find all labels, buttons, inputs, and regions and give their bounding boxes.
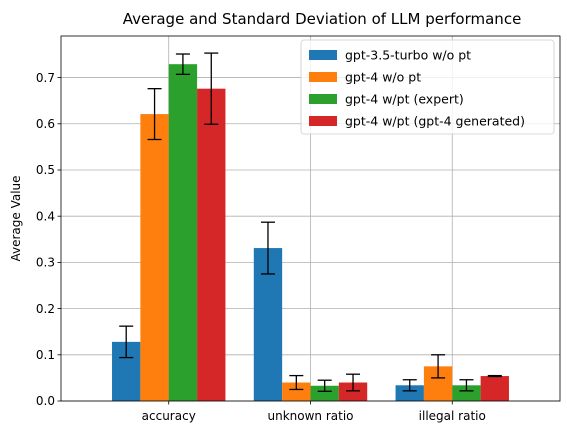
- y-tick-label: 0.2: [36, 302, 55, 316]
- bar: [168, 64, 198, 402]
- bar: [452, 385, 481, 401]
- legend: gpt-3.5-turbo w/o pt gpt-4 w/o pt gpt-4 w/…: [300, 39, 555, 135]
- bar: [140, 114, 169, 401]
- x-axis: accuracy unknown ratio illegal ratio: [142, 401, 486, 423]
- bar: [480, 376, 509, 401]
- y-tick-label: 0.1: [36, 348, 55, 362]
- y-tick-label: 0.6: [36, 117, 55, 131]
- y-tick-label: 0.4: [36, 209, 55, 223]
- legend-label: gpt-3.5-turbo w/o pt: [345, 48, 471, 63]
- bar: [310, 385, 339, 401]
- y-tick-label: 0.7: [36, 71, 55, 85]
- bar: [282, 382, 311, 401]
- x-tick-label: accuracy: [142, 409, 196, 423]
- y-tick-label: 0.5: [36, 163, 55, 177]
- chart-title: Average and Standard Deviation of LLM pe…: [123, 10, 522, 28]
- legend-swatch: [309, 94, 337, 104]
- y-axis-label: Average Value: [9, 175, 23, 261]
- legend-swatch: [309, 50, 337, 60]
- x-tick-label: unknown ratio: [267, 409, 353, 423]
- bars: [112, 64, 509, 402]
- legend-frame: [300, 39, 555, 135]
- legend-label: gpt-4 w/pt (gpt-4 generated): [345, 114, 525, 129]
- y-tick-label: 0.0: [36, 394, 55, 408]
- bar: [338, 382, 368, 401]
- y-tick-label: 0.3: [36, 256, 55, 270]
- error-bars: [119, 52, 502, 392]
- legend-label: gpt-4 w/pt (expert): [345, 92, 464, 107]
- bar: [197, 88, 226, 401]
- legend-swatch: [309, 72, 337, 82]
- legend-swatch: [309, 116, 337, 126]
- legend-label: gpt-4 w/o pt: [345, 70, 421, 85]
- bar: [395, 385, 424, 401]
- y-axis: 0.0 0.1 0.2 0.3 0.4 0.5 0.6 0.7: [36, 71, 61, 408]
- x-tick-label: illegal ratio: [419, 409, 486, 423]
